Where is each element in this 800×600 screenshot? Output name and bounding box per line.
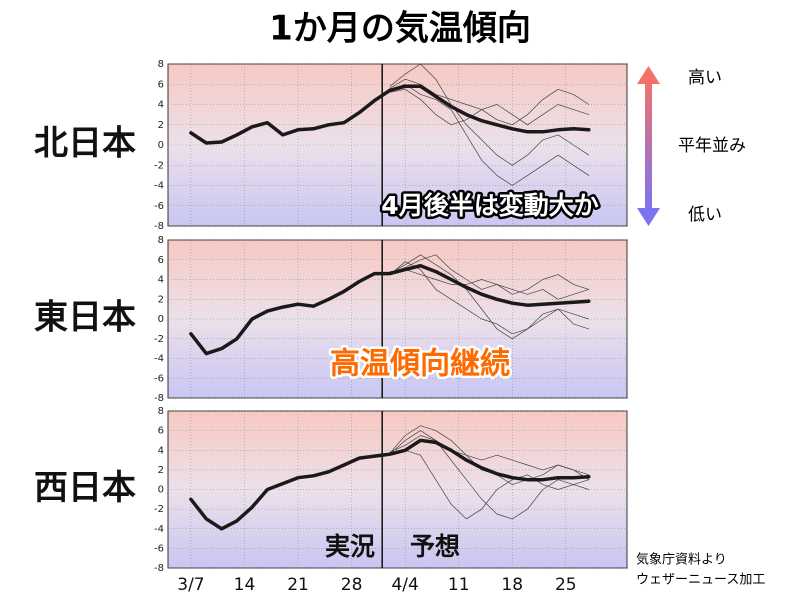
y-tick-label: 0 bbox=[158, 314, 164, 325]
y-tick-label: 8 bbox=[158, 235, 164, 246]
y-tick-label: 6 bbox=[158, 426, 164, 437]
y-tick-label: 4 bbox=[158, 445, 164, 456]
y-tick-label: 8 bbox=[158, 406, 164, 417]
series-line bbox=[389, 254, 590, 340]
series-line bbox=[189, 84, 591, 145]
panel-label: 北日本 bbox=[34, 124, 136, 164]
y-tick-label: -4 bbox=[154, 181, 164, 192]
y-tick-label: 2 bbox=[158, 294, 164, 305]
annotation: 実況 bbox=[325, 532, 375, 561]
series-line bbox=[389, 261, 590, 335]
annotation: 高温傾向継続 bbox=[330, 347, 510, 382]
scale-normal: 平年並み bbox=[678, 136, 746, 156]
source: ウェザーニュース加工 bbox=[636, 573, 765, 588]
panel-label: 東日本 bbox=[34, 298, 136, 338]
x-tick-label: 4/4 bbox=[391, 575, 418, 595]
y-tick-label: -8 bbox=[154, 563, 164, 574]
y-tick-label: 6 bbox=[158, 255, 164, 266]
scale-high: 高い bbox=[688, 68, 722, 88]
annotation: 予想 bbox=[410, 532, 460, 561]
y-tick-label: 4 bbox=[158, 100, 164, 111]
series-line bbox=[389, 269, 590, 295]
y-tick-label: -4 bbox=[154, 354, 164, 365]
x-tick-label: 11 bbox=[448, 575, 470, 595]
source: 気象庁資料より bbox=[636, 552, 727, 568]
series-line bbox=[389, 63, 590, 166]
y-tick-label: 2 bbox=[158, 120, 164, 131]
series-line bbox=[389, 430, 590, 520]
series-line bbox=[389, 254, 590, 300]
scale-arrow bbox=[645, 80, 652, 212]
y-tick-label: -6 bbox=[154, 373, 164, 384]
y-tick-label: 6 bbox=[158, 79, 164, 90]
series-line bbox=[389, 83, 590, 186]
y-tick-label: -2 bbox=[154, 334, 164, 345]
arrow-head-down bbox=[637, 208, 660, 226]
x-tick-label: 21 bbox=[287, 575, 309, 595]
x-tick-label: 28 bbox=[341, 575, 363, 595]
arrow-head-up bbox=[637, 66, 660, 84]
series-line bbox=[389, 449, 590, 520]
chart-title: 1か月の気温傾向 bbox=[269, 9, 531, 49]
y-tick-label: -6 bbox=[154, 201, 164, 212]
series-line bbox=[189, 263, 591, 356]
y-tick-label: -2 bbox=[154, 160, 164, 171]
y-tick-label: 0 bbox=[158, 140, 164, 151]
y-tick-label: 2 bbox=[158, 465, 164, 476]
x-tick-label: 25 bbox=[555, 575, 577, 595]
y-tick-label: 4 bbox=[158, 275, 164, 286]
y-tick-label: -6 bbox=[154, 543, 164, 554]
panel-label: 西日本 bbox=[34, 468, 136, 508]
y-tick-label: -8 bbox=[154, 221, 164, 232]
y-tick-label: -4 bbox=[154, 524, 164, 535]
annotation: 4月後半は変動大か bbox=[381, 191, 598, 220]
y-tick-label: 0 bbox=[158, 485, 164, 496]
x-tick-label: 3/7 bbox=[177, 575, 204, 595]
y-tick-label: 8 bbox=[158, 59, 164, 70]
series-line bbox=[389, 88, 590, 126]
y-tick-label: -8 bbox=[154, 393, 164, 404]
y-tick-label: -2 bbox=[154, 504, 164, 515]
series-line bbox=[389, 435, 590, 476]
x-tick-label: 14 bbox=[234, 575, 256, 595]
scale-low: 低い bbox=[688, 205, 722, 225]
series-line bbox=[189, 438, 591, 531]
x-tick-label: 18 bbox=[501, 575, 523, 595]
